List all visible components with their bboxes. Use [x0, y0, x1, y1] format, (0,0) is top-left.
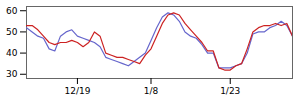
svg-text:1/8: 1/8: [144, 86, 159, 96]
svg-text:60: 60: [6, 6, 18, 16]
svg-text:1/23: 1/23: [220, 86, 240, 96]
svg-text:40: 40: [6, 48, 18, 58]
svg-text:50: 50: [6, 27, 18, 37]
svg-text:30: 30: [6, 69, 18, 79]
svg-text:12/19: 12/19: [64, 86, 90, 96]
